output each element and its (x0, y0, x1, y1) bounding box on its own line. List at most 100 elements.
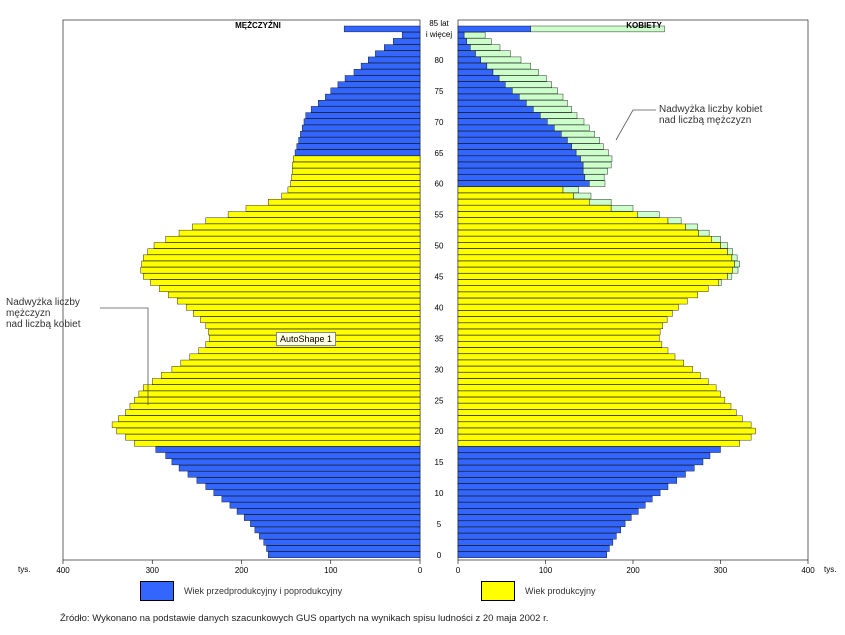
men-bar-age-39 (193, 310, 421, 317)
men-bar-age-52 (178, 229, 421, 237)
men-bar-age-60 (290, 180, 421, 187)
women-bar-age-26 (457, 390, 721, 398)
women-bar-age-24 (457, 403, 732, 410)
men-bar-age-17 (155, 446, 421, 453)
women-bar-age-73 (457, 100, 527, 107)
women-x-tick-0: 0 (456, 566, 461, 575)
women-bar-age-36 (457, 328, 661, 336)
men-bar-age-54 (205, 217, 421, 224)
women-bar-age-5 (457, 520, 626, 527)
men-bar-age-80 (368, 56, 421, 64)
women-excess-bar-age-80 (480, 56, 522, 64)
legend-label-pre-post: Wiek przedprodukcyjny i poprodukcyjny (184, 586, 343, 596)
men-bar-age-78 (353, 69, 421, 76)
age-tick-10: 10 (435, 489, 444, 498)
men-bar-age-32 (189, 353, 421, 360)
men-bar-age-84 (401, 31, 421, 39)
men-bar-age-6 (243, 514, 421, 521)
women-bar-age-12 (457, 477, 677, 484)
men-bar-age-24 (129, 403, 421, 410)
men-bar-age-11 (205, 483, 421, 490)
men-bar-age-61 (291, 174, 421, 181)
men-bar-age-15 (171, 458, 421, 466)
men-bar-age-48 (143, 254, 421, 261)
top-age-label-1: 85 lat (429, 19, 449, 28)
top-age-label-2: i więcej (426, 30, 452, 39)
women-excess-bar-age-77 (498, 75, 547, 82)
women-bar-age-17 (457, 446, 721, 453)
women-bar-age-62 (457, 168, 584, 175)
men-bar-age-68 (300, 130, 421, 138)
age-tick-20: 20 (435, 427, 444, 436)
men-bar-age-43 (159, 285, 421, 292)
women-excess-bar-age-71 (540, 112, 578, 119)
women-bar-age-14 (457, 465, 695, 472)
men-bar-age-57 (268, 199, 421, 206)
women-bar-age-44 (457, 279, 719, 286)
age-tick-45: 45 (435, 273, 444, 282)
women-bar-age-48 (457, 254, 733, 261)
men-bar-age-85 (343, 25, 421, 33)
women-bar-age-4 (457, 526, 621, 534)
women-x-tick-300: 300 (714, 566, 728, 575)
women-bar-age-64 (457, 155, 581, 162)
women-excess-bar-age-55 (637, 211, 660, 218)
women-excess-bar-age-63 (582, 161, 612, 169)
men-x-tick-200: 200 (235, 566, 249, 575)
women-bar-age-83 (457, 38, 467, 45)
age-tick-80: 80 (435, 56, 444, 65)
men-bar-age-45 (143, 273, 421, 280)
men-bar-age-18 (134, 440, 421, 447)
men-excess-line-3: nad liczbą kobiet (6, 319, 81, 330)
women-bar-age-7 (457, 508, 639, 515)
women-bar-age-23 (457, 409, 737, 416)
men-x-tick-100: 100 (324, 566, 338, 575)
men-bar-age-42 (168, 291, 421, 299)
men-bar-age-82 (384, 44, 421, 51)
women-excess-bar-age-72 (533, 106, 572, 113)
source-note: Źródło: Wykonano na podstawie danych sza… (60, 613, 549, 624)
legend-working: Wiek produkcyjny (481, 581, 596, 601)
women-bar-age-78 (457, 69, 494, 76)
women-excess-bar-age-74 (519, 93, 564, 101)
women-bar-age-58 (457, 192, 574, 200)
women-bar-age-16 (457, 452, 711, 459)
men-bar-age-14 (178, 465, 421, 472)
women-bar-age-77 (457, 75, 500, 82)
men-bar-age-1 (266, 545, 421, 552)
women-excess-bar-age-57 (589, 199, 612, 206)
women-excess-bar-age-49 (727, 248, 733, 255)
men-bar-age-58 (281, 192, 421, 200)
women-bar-age-50 (457, 242, 721, 249)
women-excess-bar-age-84 (463, 31, 486, 39)
women-bar-age-66 (457, 143, 572, 150)
women-excess-bar-age-73 (526, 100, 568, 107)
men-bar-age-10 (213, 489, 421, 497)
women-bar-age-28 (457, 378, 709, 385)
men-bar-age-19 (125, 434, 421, 441)
men-bar-age-75 (330, 87, 421, 94)
men-excess-annotation: Nadwyżka liczby mężczyzn nad liczbą kobi… (6, 297, 81, 330)
men-bar-age-72 (310, 106, 421, 113)
legend-swatch-yellow (481, 581, 515, 601)
women-bar-age-43 (457, 285, 709, 292)
men-bar-age-50 (153, 242, 421, 249)
men-bar-age-73 (318, 100, 421, 107)
men-bar-age-66 (296, 143, 421, 150)
women-bar-age-19 (457, 434, 752, 441)
age-tick-75: 75 (435, 87, 444, 96)
women-excess-bar-age-78 (492, 69, 539, 76)
women-excess-bar-age-52 (698, 229, 710, 237)
women-x-tick-400: 400 (801, 566, 815, 575)
women-bar-age-32 (457, 353, 676, 360)
women-excess-bar-age-79 (486, 62, 531, 70)
women-bar-age-60 (457, 180, 590, 187)
age-tick-60: 60 (435, 180, 444, 189)
women-bar-age-15 (457, 458, 704, 466)
women-bar-age-39 (457, 310, 673, 317)
men-bar-age-55 (227, 211, 421, 218)
women-bar-age-52 (457, 229, 699, 237)
women-excess-bar-age-53 (685, 223, 698, 231)
women-excess-bar-age-76 (505, 81, 552, 88)
men-bar-age-63 (292, 161, 421, 169)
